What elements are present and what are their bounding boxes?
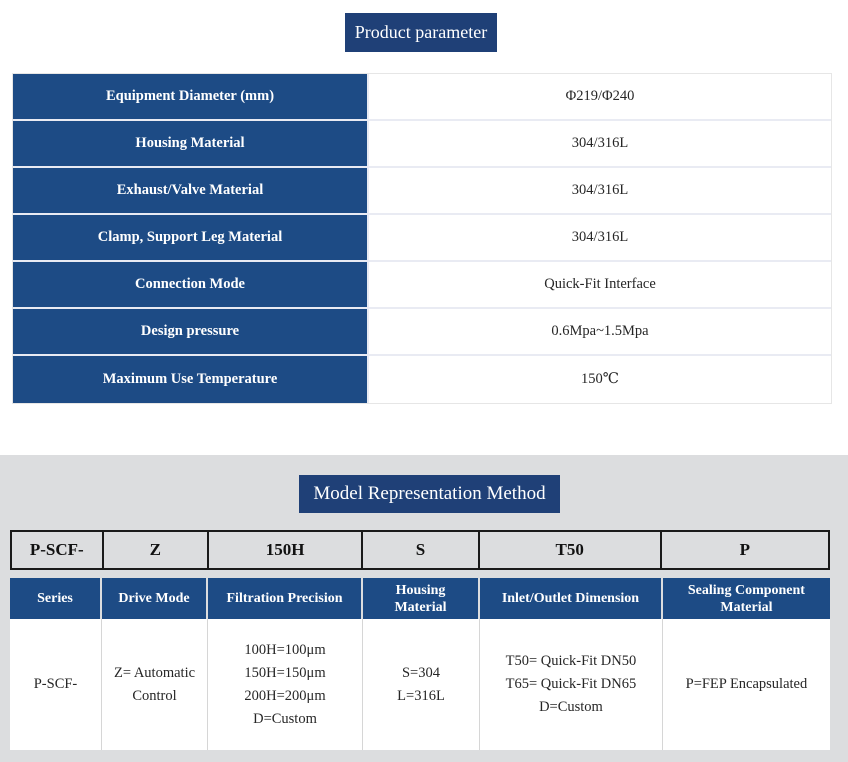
column-header: Inlet/Outlet Dimension bbox=[479, 578, 663, 619]
model-code-segment: S bbox=[363, 532, 480, 568]
table-row: Equipment Diameter (mm) Φ219/Φ240 bbox=[13, 74, 831, 121]
parameter-value: Φ219/Φ240 bbox=[565, 88, 635, 104]
parameter-value: 0.6Mpa~1.5Mpa bbox=[551, 323, 649, 339]
table-row: Clamp, Support Leg Material 304/316L bbox=[13, 215, 831, 262]
product-parameter-table: Equipment Diameter (mm) Φ219/Φ240 Housin… bbox=[12, 73, 832, 404]
model-code-row: P-SCF- Z 150H S T50 P bbox=[10, 530, 830, 570]
model-table-cell: Z= Automatic Control bbox=[102, 619, 209, 750]
parameter-value: Quick-Fit Interface bbox=[544, 276, 656, 292]
model-table-header-row: Series Drive Mode Filtration Precision H… bbox=[10, 578, 830, 619]
product-parameter-heading: Product parameter bbox=[345, 13, 497, 52]
column-header: Sealing Component Material bbox=[662, 578, 830, 619]
model-table-cell: S=304 L=316L bbox=[363, 619, 480, 750]
table-row: Design pressure 0.6Mpa~1.5Mpa bbox=[13, 309, 831, 356]
model-table-cell: T50= Quick-Fit DN50 T65= Quick-Fit DN65 … bbox=[480, 619, 663, 750]
parameter-value: 304/316L bbox=[571, 135, 629, 151]
model-code-segment: T50 bbox=[480, 532, 662, 568]
column-header: Housing Material bbox=[362, 578, 480, 619]
table-row: Exhaust/Valve Material 304/316L bbox=[13, 168, 831, 215]
parameter-label: Exhaust/Valve Material bbox=[13, 168, 369, 213]
parameter-value: 304/316L bbox=[571, 229, 629, 245]
parameter-label: Connection Mode bbox=[13, 262, 369, 307]
model-table-cell: P=FEP Encapsulated bbox=[685, 676, 808, 692]
model-code-segment: Z bbox=[104, 532, 210, 568]
parameter-label: Clamp, Support Leg Material bbox=[13, 215, 369, 260]
parameter-value: 150℃ bbox=[581, 371, 619, 387]
product-parameter-heading-text: Product parameter bbox=[354, 22, 488, 42]
model-table-body-row: P-SCF- Z= Automatic Control 100H=100μm 1… bbox=[10, 619, 830, 750]
parameter-label: Housing Material bbox=[13, 121, 369, 166]
parameter-label: Equipment Diameter (mm) bbox=[13, 74, 369, 119]
table-row: Connection Mode Quick-Fit Interface bbox=[13, 262, 831, 309]
model-representation-heading-text: Model Representation Method bbox=[313, 483, 546, 504]
parameter-label: Design pressure bbox=[13, 309, 369, 354]
model-table-cell: P-SCF- bbox=[10, 619, 102, 750]
parameter-label: Maximum Use Temperature bbox=[13, 356, 369, 403]
table-row: Housing Material 304/316L bbox=[13, 121, 831, 168]
parameter-value: 304/316L bbox=[571, 182, 629, 198]
model-representation-section: Model Representation Method P-SCF- Z 150… bbox=[0, 455, 848, 762]
column-header: Series bbox=[10, 578, 102, 619]
model-code-segment: 150H bbox=[209, 532, 364, 568]
model-code-segment: P-SCF- bbox=[12, 532, 104, 568]
model-code-segment: P bbox=[739, 540, 751, 559]
model-table-cell: 100H=100μm 150H=150μm 200H=200μm D=Custo… bbox=[208, 619, 363, 750]
column-header: Filtration Precision bbox=[208, 578, 363, 619]
table-row: Maximum Use Temperature 150℃ bbox=[13, 356, 831, 403]
model-representation-heading: Model Representation Method bbox=[299, 475, 560, 513]
column-header: Drive Mode bbox=[102, 578, 209, 619]
